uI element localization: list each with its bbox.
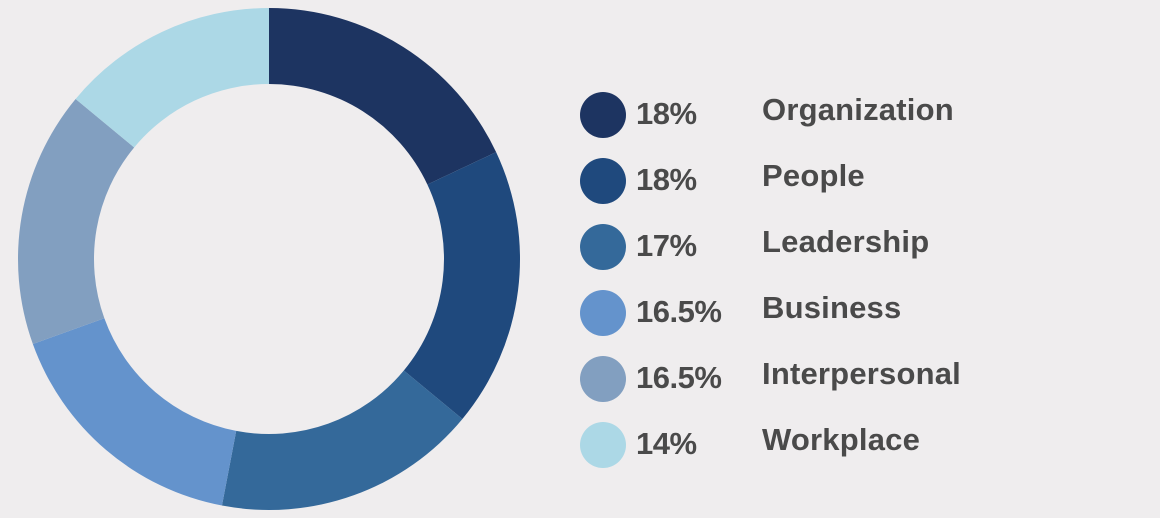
legend-label: Organization (762, 92, 954, 127)
donut-slices (17, 8, 520, 511)
legend-value: 16.5% (636, 294, 722, 329)
legend-label: People (762, 158, 865, 193)
legend-item-people: 18% People (580, 148, 1140, 214)
donut-slice-business (32, 318, 237, 506)
legend-label: Workplace (762, 422, 921, 457)
legend-label: Leadership (762, 224, 930, 259)
legend-item-workplace: 14% Workplace (580, 412, 1140, 478)
legend-value: 18% (636, 162, 697, 197)
legend: 18% Organization 18% People 17% Leadership 16.… (580, 82, 1140, 478)
legend-swatch (580, 356, 626, 402)
legend-item-organization: 18% Organization (580, 82, 1140, 148)
donut-slice-workplace (75, 8, 270, 148)
donut-chart (17, 8, 520, 511)
legend-value: 14% (636, 426, 697, 461)
legend-swatch (580, 158, 626, 204)
legend-swatch (580, 92, 626, 138)
donut-slice-organization (269, 8, 497, 185)
legend-label: Business (762, 290, 902, 325)
donut-slice-leadership (221, 370, 463, 511)
donut-slice-interpersonal (17, 99, 135, 345)
legend-item-leadership: 17% Leadership (580, 214, 1140, 280)
legend-label: Interpersonal (762, 356, 961, 391)
legend-swatch (580, 290, 626, 336)
legend-swatch (580, 422, 626, 468)
legend-item-interpersonal: 16.5% Interpersonal (580, 346, 1140, 412)
legend-item-business: 16.5% Business (580, 280, 1140, 346)
legend-value: 16.5% (636, 360, 722, 395)
donut-slice-people (403, 152, 520, 419)
legend-value: 17% (636, 228, 697, 263)
legend-swatch (580, 224, 626, 270)
legend-value: 18% (636, 96, 697, 131)
